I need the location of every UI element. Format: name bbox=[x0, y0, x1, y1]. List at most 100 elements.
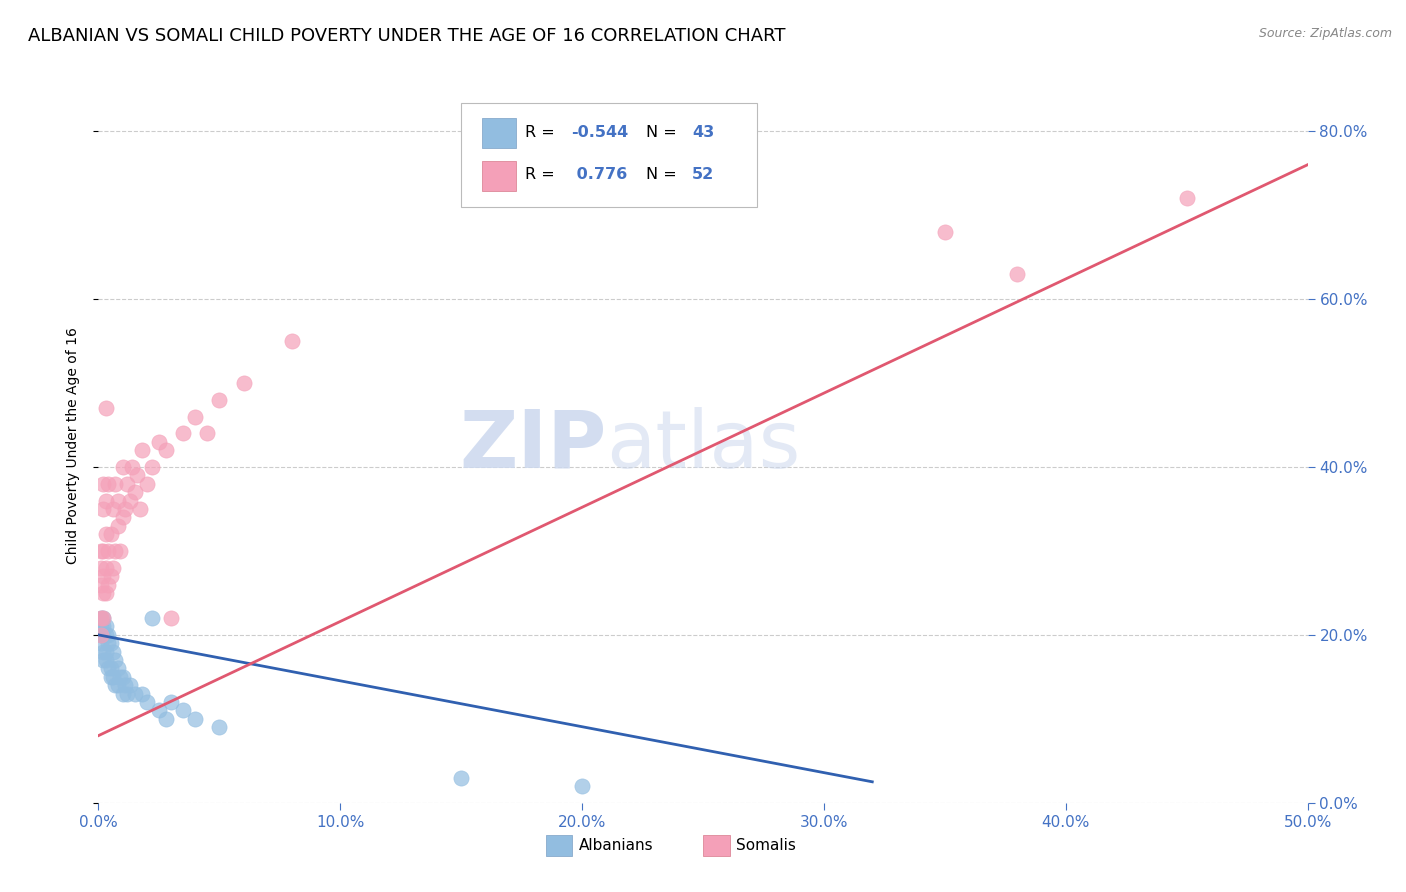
Point bbox=[114, 502, 136, 516]
Y-axis label: Child Poverty Under the Age of 16: Child Poverty Under the Age of 16 bbox=[66, 327, 80, 565]
Point bbox=[148, 434, 170, 449]
Point bbox=[97, 476, 120, 491]
Text: 43: 43 bbox=[692, 125, 714, 139]
Point bbox=[208, 392, 231, 407]
Point bbox=[131, 687, 153, 701]
Point bbox=[100, 670, 122, 684]
Point bbox=[155, 712, 177, 726]
Point bbox=[101, 502, 124, 516]
Point bbox=[195, 426, 218, 441]
Point bbox=[934, 225, 956, 239]
Text: R =: R = bbox=[526, 125, 560, 139]
Point bbox=[184, 712, 207, 726]
Bar bbox=[482, 161, 516, 191]
Text: 0.776: 0.776 bbox=[571, 168, 627, 182]
Point bbox=[94, 586, 117, 600]
Point bbox=[101, 560, 124, 574]
FancyBboxPatch shape bbox=[461, 103, 758, 207]
Point bbox=[94, 619, 117, 633]
Point bbox=[91, 544, 114, 558]
Point bbox=[184, 409, 207, 424]
Point bbox=[100, 527, 122, 541]
Point bbox=[91, 653, 114, 667]
Point bbox=[124, 485, 146, 500]
Point bbox=[90, 628, 112, 642]
Text: ZIP: ZIP bbox=[458, 407, 606, 485]
Point bbox=[232, 376, 254, 390]
Point bbox=[131, 443, 153, 458]
Point bbox=[91, 569, 114, 583]
Point bbox=[104, 544, 127, 558]
Point bbox=[90, 628, 112, 642]
Point bbox=[208, 720, 231, 734]
Point bbox=[1175, 191, 1198, 205]
Text: -0.544: -0.544 bbox=[571, 125, 628, 139]
Point bbox=[108, 544, 131, 558]
Point bbox=[160, 611, 183, 625]
Point bbox=[94, 527, 117, 541]
Bar bbox=[482, 119, 516, 148]
Point bbox=[94, 653, 117, 667]
Text: 52: 52 bbox=[692, 168, 714, 182]
Point bbox=[118, 493, 141, 508]
Point bbox=[97, 661, 120, 675]
Point bbox=[91, 586, 114, 600]
Point bbox=[90, 577, 112, 591]
Point bbox=[94, 401, 117, 416]
Point bbox=[450, 771, 472, 785]
Text: ALBANIAN VS SOMALI CHILD POVERTY UNDER THE AGE OF 16 CORRELATION CHART: ALBANIAN VS SOMALI CHILD POVERTY UNDER T… bbox=[28, 27, 786, 45]
Text: Source: ZipAtlas.com: Source: ZipAtlas.com bbox=[1258, 27, 1392, 40]
Point bbox=[90, 611, 112, 625]
Point bbox=[104, 476, 127, 491]
Point bbox=[148, 703, 170, 717]
Point bbox=[100, 661, 122, 675]
Point bbox=[97, 636, 120, 650]
Point bbox=[155, 443, 177, 458]
Point bbox=[90, 619, 112, 633]
Point bbox=[101, 645, 124, 659]
Point bbox=[91, 611, 114, 625]
Point bbox=[91, 619, 114, 633]
Point bbox=[91, 476, 114, 491]
Point bbox=[135, 476, 157, 491]
Point bbox=[91, 628, 114, 642]
Point bbox=[111, 510, 134, 524]
Point bbox=[90, 544, 112, 558]
Point bbox=[128, 502, 150, 516]
Point bbox=[117, 476, 139, 491]
Point bbox=[97, 628, 120, 642]
Point bbox=[107, 661, 129, 675]
Point bbox=[108, 670, 131, 684]
Point bbox=[97, 577, 120, 591]
Point bbox=[100, 636, 122, 650]
Point bbox=[107, 678, 129, 692]
Point bbox=[1007, 267, 1029, 281]
Point bbox=[90, 636, 112, 650]
Point bbox=[114, 678, 136, 692]
Point bbox=[97, 544, 120, 558]
Point bbox=[101, 670, 124, 684]
Point bbox=[172, 426, 194, 441]
Text: R =: R = bbox=[526, 168, 560, 182]
Point bbox=[94, 628, 117, 642]
Text: N =: N = bbox=[647, 125, 682, 139]
Point bbox=[100, 569, 122, 583]
Point bbox=[107, 493, 129, 508]
Bar bbox=[546, 835, 572, 856]
Point bbox=[281, 334, 304, 348]
Point bbox=[124, 687, 146, 701]
Point bbox=[141, 611, 163, 625]
Point bbox=[94, 493, 117, 508]
Point bbox=[90, 611, 112, 625]
Point bbox=[117, 687, 139, 701]
Point bbox=[111, 687, 134, 701]
Point bbox=[135, 695, 157, 709]
Point bbox=[91, 611, 114, 625]
Point bbox=[571, 779, 593, 793]
Point bbox=[91, 645, 114, 659]
Point bbox=[111, 460, 134, 475]
Point bbox=[121, 460, 143, 475]
Point bbox=[104, 678, 127, 692]
Text: N =: N = bbox=[647, 168, 682, 182]
Point bbox=[118, 678, 141, 692]
